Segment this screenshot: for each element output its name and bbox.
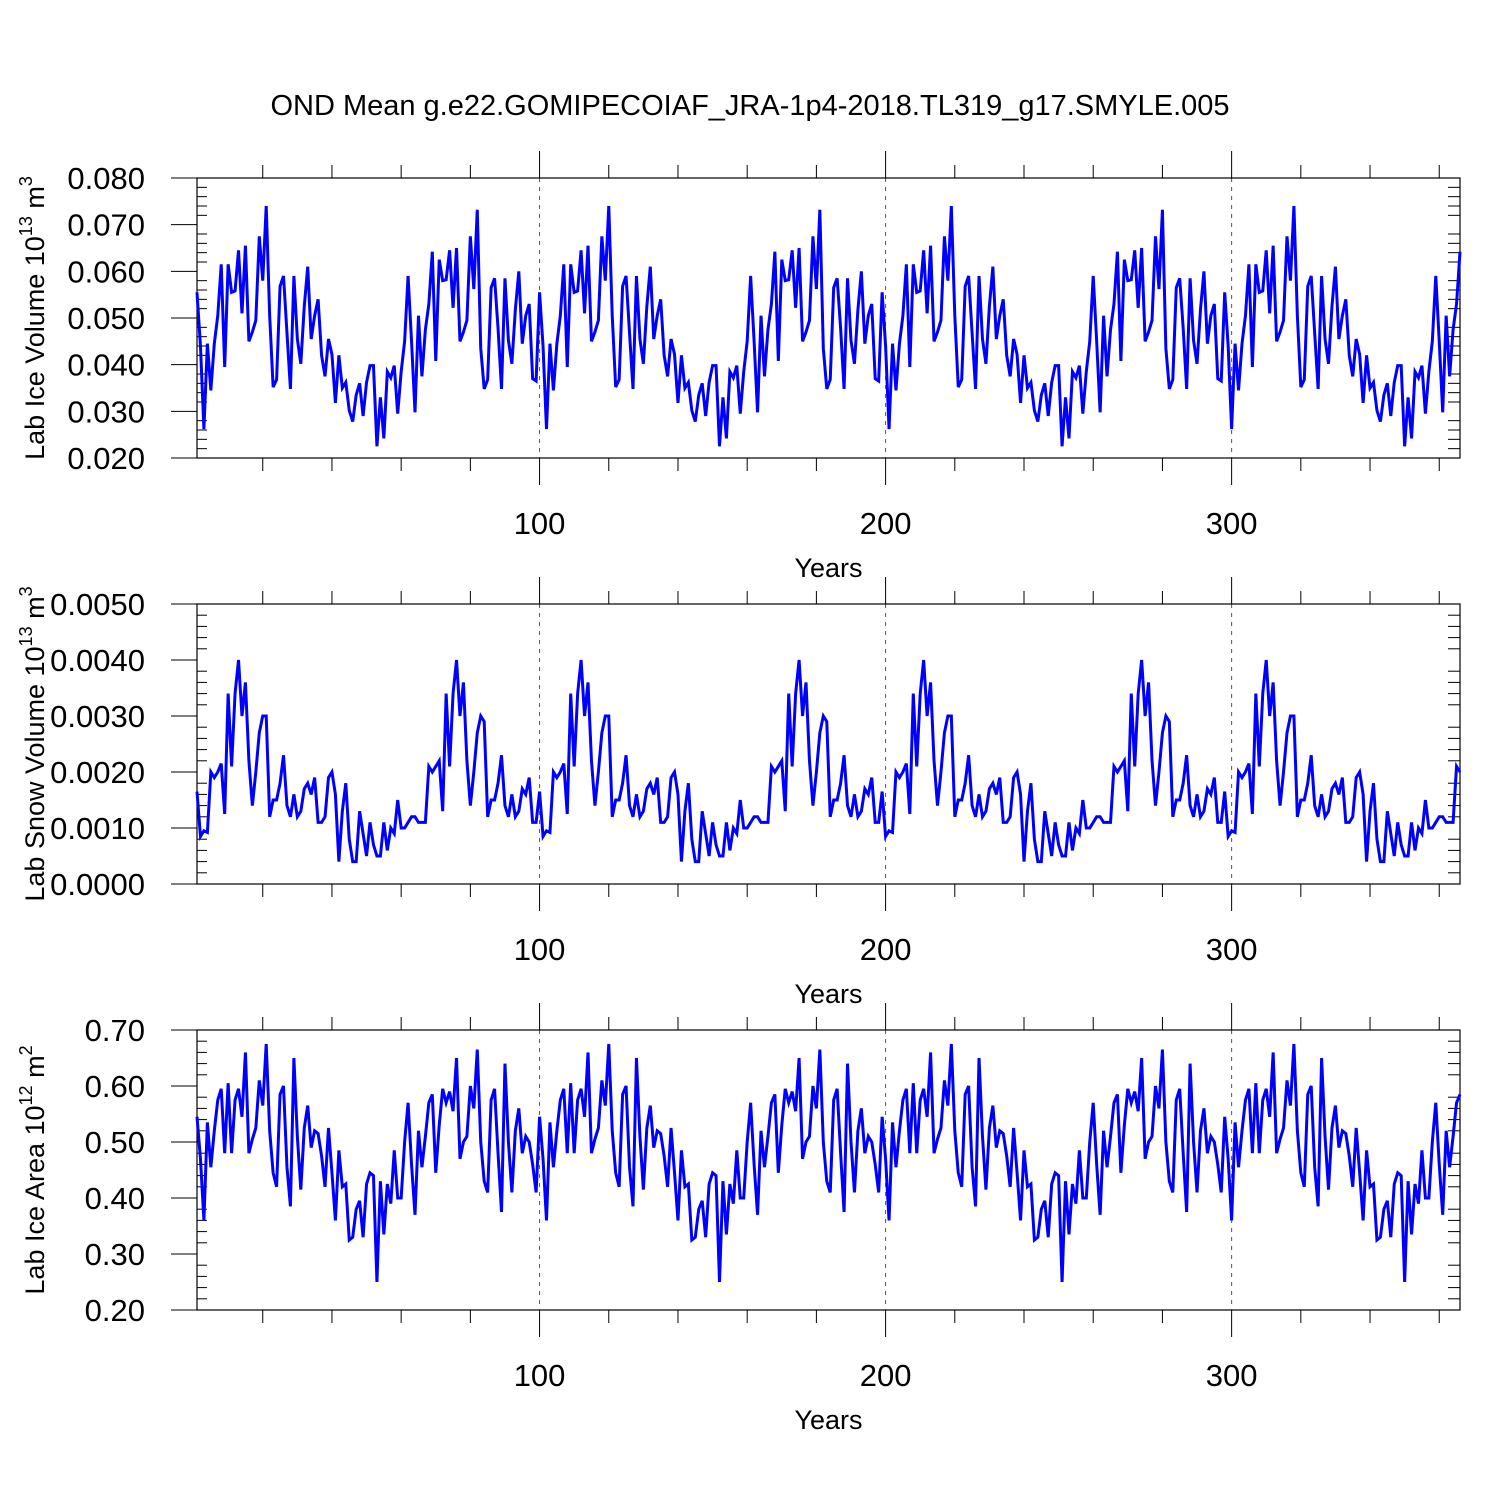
y-axis-label-unit-exponent: 2	[16, 1045, 36, 1055]
x-axis-label: Years	[794, 553, 862, 583]
y-axis-label-text: Lab Ice Volume 10	[20, 236, 50, 460]
y-tick-label: 0.020	[67, 441, 145, 476]
series-line	[195, 659, 1462, 864]
y-tick-label: 0.060	[67, 254, 145, 289]
y-tick-label: 0.0030	[50, 699, 145, 734]
y-tick-label: 0.0040	[50, 643, 145, 678]
series-line	[195, 1043, 1462, 1283]
x-tick-label: 100	[514, 932, 566, 967]
y-tick-label: 0.40	[85, 1181, 145, 1216]
y-tick-label: 0.20	[85, 1293, 145, 1328]
y-axis-label-text: Lab Ice Area 10	[20, 1105, 50, 1294]
chart-title: OND Mean g.e22.GOMIPECOIAF_JRA-1p4-2018.…	[270, 90, 1229, 122]
y-axis-label-exponent: 12	[16, 1085, 36, 1105]
x-tick-label: 100	[514, 1358, 566, 1393]
panel-ice-volume: 0.020 0.030 0.040 0.050 0.060 0.070 0.080 100 20…	[16, 151, 1462, 583]
x-tick-label: 100	[514, 506, 566, 541]
y-axis-label: Lab Snow Volume 1013 m3	[16, 586, 50, 901]
y-axis-label: Lab Ice Area 1012 m2	[16, 1045, 50, 1294]
y-axis-label: Lab Ice Volume 1013 m3	[16, 176, 50, 460]
y-tick-label: 0.080	[67, 161, 145, 196]
y-tick-label: 0.040	[67, 348, 145, 383]
y-tick-label: 0.0010	[50, 811, 145, 846]
x-tick-label: 300	[1206, 1358, 1258, 1393]
y-tick-label: 0.0000	[50, 867, 145, 902]
y-tick-label: 0.0020	[50, 755, 145, 790]
y-tick-label: 0.030	[67, 394, 145, 429]
y-tick-label: 0.60	[85, 1069, 145, 1104]
panel-ice-area: 0.20 0.30 0.40 0.50 0.60 0.70 100 200 300 Years La…	[16, 1003, 1462, 1435]
y-axis-label-text: Lab Snow Volume 10	[20, 646, 50, 901]
y-tick-label: 0.50	[85, 1125, 145, 1160]
y-axis-label-unit-exponent: 3	[16, 176, 36, 186]
y-tick-label: 0.30	[85, 1237, 145, 1272]
y-tick-label: 0.070	[67, 208, 145, 243]
x-tick-label: 300	[1206, 506, 1258, 541]
y-tick-label: 0.70	[85, 1013, 145, 1048]
x-tick-label: 200	[860, 1358, 912, 1393]
y-axis-label-unit: m	[20, 596, 50, 626]
y-tick-label: 0.050	[67, 301, 145, 336]
x-tick-label: 200	[860, 506, 912, 541]
y-axis-label-unit-exponent: 3	[16, 586, 36, 596]
y-axis-label-unit: m	[20, 1055, 50, 1085]
series-line	[195, 205, 1462, 447]
panel-snow-volume: 0.0000 0.0010 0.0020 0.0030 0.0040 0.0050 100 2…	[16, 577, 1462, 1009]
y-tick-label: 0.0050	[50, 587, 145, 622]
y-axis-label-exponent: 13	[16, 626, 36, 646]
x-axis-label: Years	[794, 979, 862, 1009]
x-tick-label: 200	[860, 932, 912, 967]
y-axis-label-unit: m	[20, 186, 50, 216]
x-tick-label: 300	[1206, 932, 1258, 967]
plot-frame	[196, 603, 1461, 885]
plot-frame	[196, 1029, 1461, 1311]
y-axis-label-exponent: 13	[16, 216, 36, 236]
x-axis-label: Years	[794, 1405, 862, 1435]
